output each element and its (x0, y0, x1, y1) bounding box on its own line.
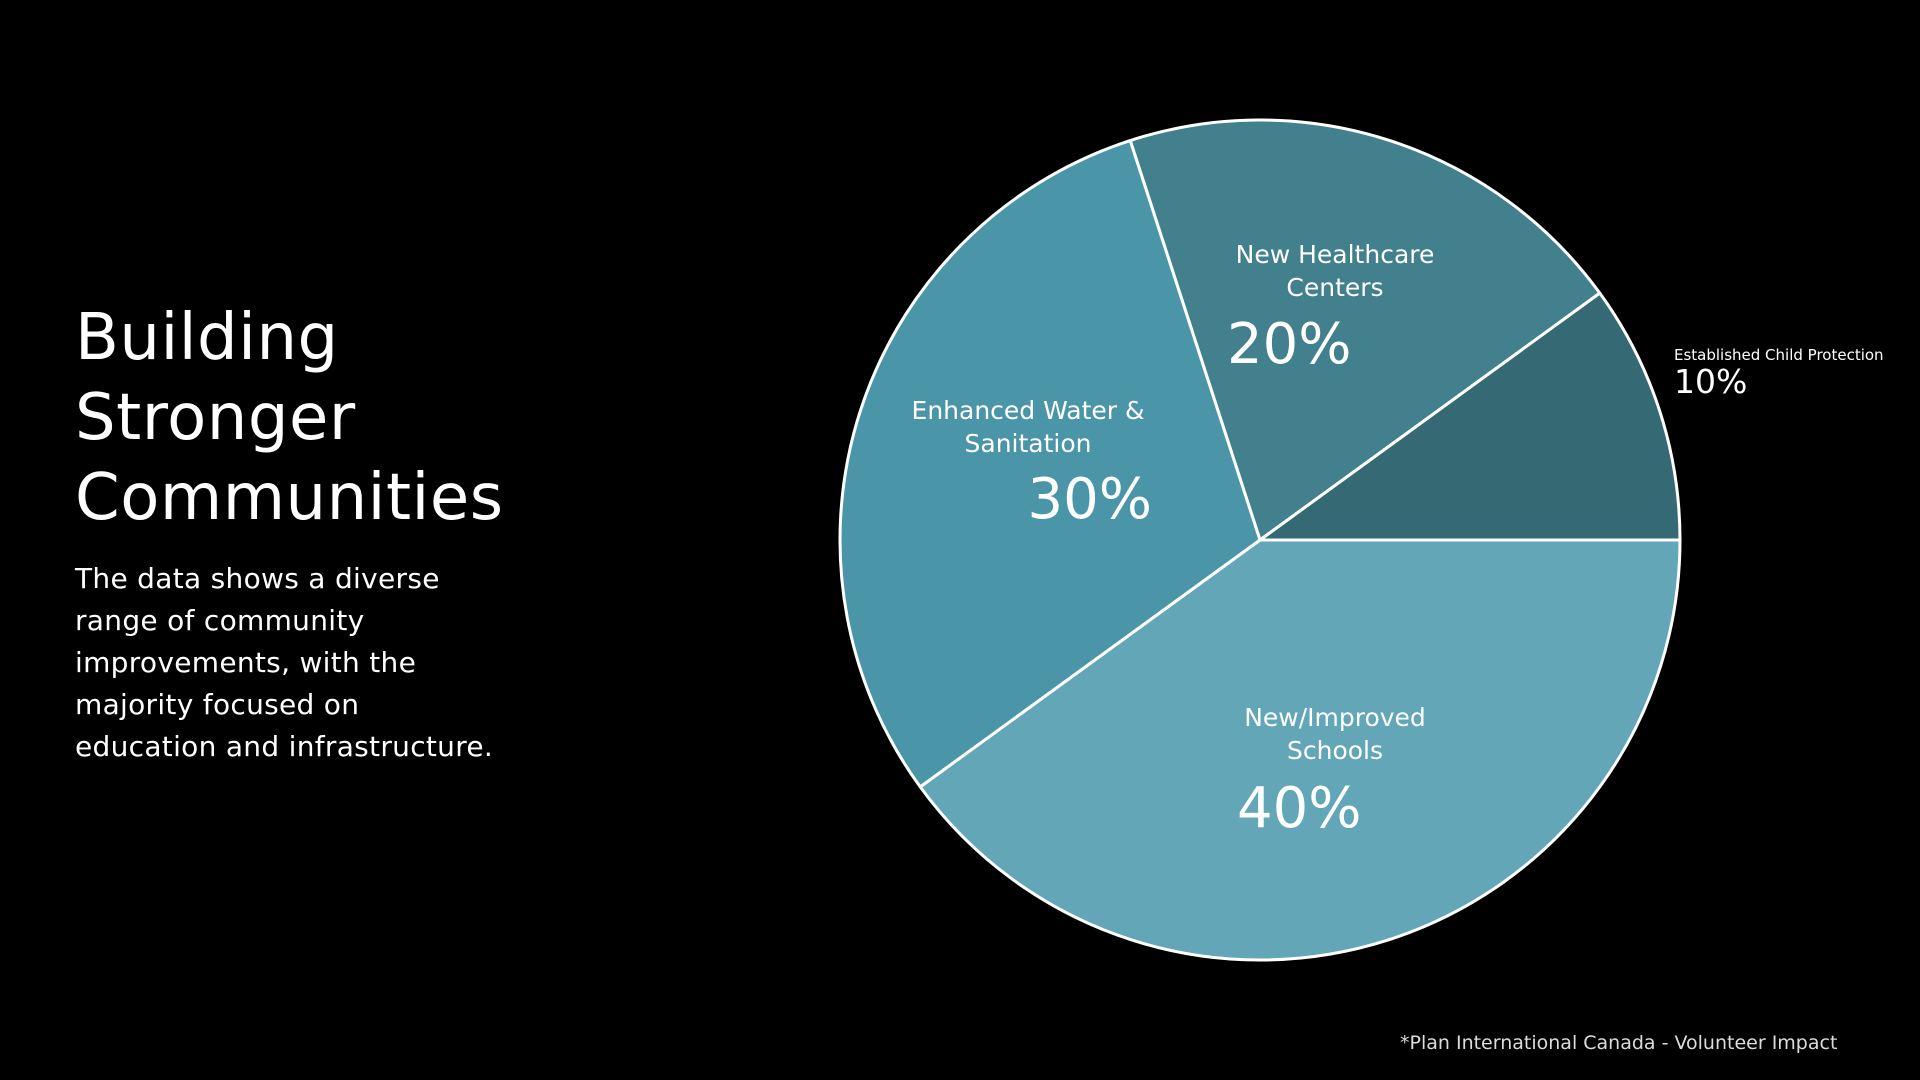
slice-value-label: 40% (1237, 776, 1361, 841)
pie-slices (838, 118, 1682, 962)
slice-name-label: Enhanced Water & (912, 396, 1145, 425)
description-line: education and infrastructure. (75, 730, 494, 763)
title-line: Stronger (75, 381, 356, 455)
pie-labels: New Healthcare Centers 20% Established Chil… (912, 240, 1884, 841)
pie-slice (838, 139, 1262, 789)
pie-slice (1128, 118, 1602, 542)
slide-title: Building Stronger Communities (75, 298, 595, 538)
description-line: majority focused on (75, 688, 360, 721)
pie-slice (1258, 291, 1682, 542)
description-line: The data shows a diverse (75, 562, 440, 595)
description-line: improvements, with the (75, 646, 417, 679)
description-line: range of community (75, 604, 365, 637)
title-line: Building (75, 301, 339, 375)
source-footnote: *Plan International Canada - Volunteer I… (1400, 1032, 1838, 1054)
slice-value-label: 10% (1674, 362, 1747, 401)
slice-value-label: 20% (1227, 312, 1351, 377)
slice-name-label: Schools (1287, 736, 1383, 765)
slice-name-label: New Healthcare (1236, 240, 1435, 269)
title-line: Communities (75, 461, 504, 535)
slice-value-label: 30% (1028, 467, 1152, 532)
slice-name-label: Centers (1286, 273, 1383, 302)
slice-name-label: Sanitation (965, 429, 1092, 458)
pie-slice (918, 538, 1682, 962)
slice-name-label: New/Improved (1244, 703, 1426, 732)
slice-name-label: Established Child Protection (1674, 346, 1884, 364)
slide-description: The data shows a diverse range of commun… (75, 558, 545, 768)
